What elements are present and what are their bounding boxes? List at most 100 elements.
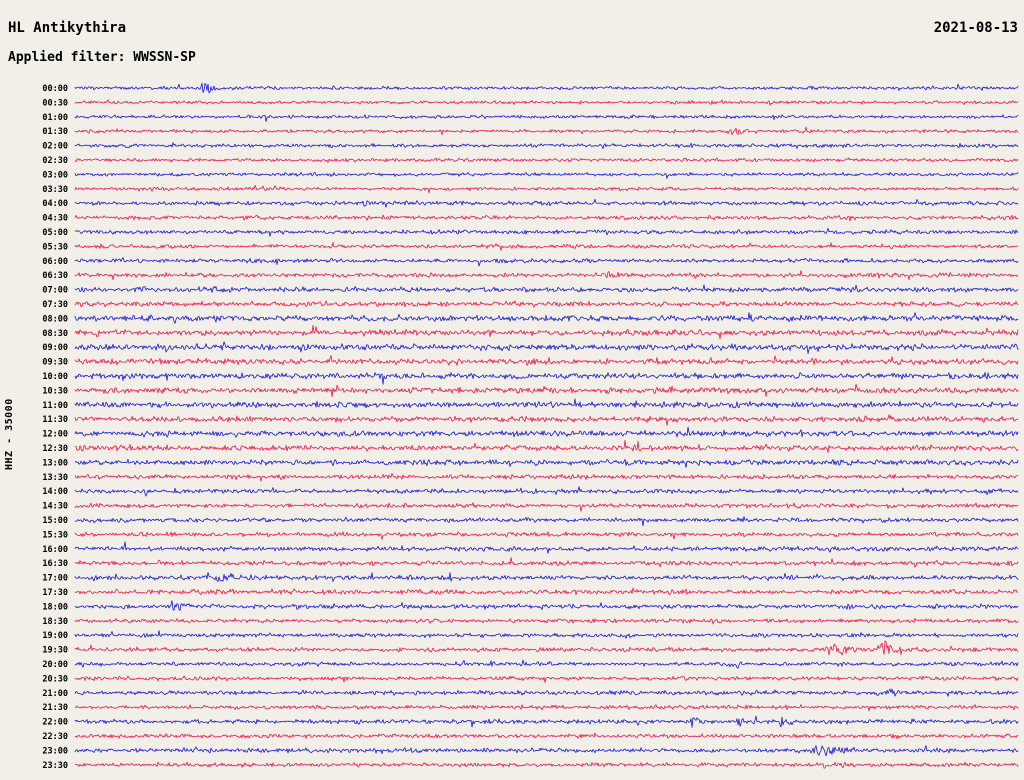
seismogram-trace-row [74,172,1019,179]
time-label: 02:00 [42,142,68,152]
time-label: 23:00 [42,746,68,756]
seismogram-trace-row [74,531,1019,540]
time-label: 17:00 [42,574,68,584]
seismogram-trace-row [74,688,1019,697]
time-label: 22:30 [42,732,68,742]
time-label: 04:30 [42,214,68,224]
seismogram-trace-row [74,715,1019,728]
time-label: 08:30 [42,329,68,339]
time-label: 10:30 [42,386,68,396]
time-label: 19:30 [42,646,68,656]
seismogram-trace-row [74,587,1019,596]
time-label: 21:30 [42,703,68,713]
seismogram-trace-row [74,502,1019,512]
seismogram-trace-row [74,675,1019,683]
seismogram-trace-row [74,114,1019,122]
time-label: 07:30 [42,300,68,310]
seismogram-trace-row [74,341,1019,354]
seismogram-trace-row [74,241,1019,251]
seismogram-trace-row [74,312,1019,324]
seismogram-trace-row [74,82,1019,94]
time-label: 18:00 [42,602,68,612]
seismogram-trace-row [74,383,1019,398]
time-label: 03:30 [42,185,68,195]
time-label: 06:30 [42,271,68,281]
seismogram-trace-row [74,426,1019,438]
time-label: 09:30 [42,358,68,368]
station-title: HL Antikythira [8,20,127,36]
seismogram-trace-row [74,198,1019,208]
time-label: 05:30 [42,242,68,252]
time-label: 17:30 [42,588,68,598]
seismogram-trace-row [74,640,1019,656]
time-label: 23:30 [42,761,68,771]
time-label: 15:30 [42,530,68,540]
seismogram-trace-row [74,214,1019,222]
date-label: 2021-08-13 [933,20,1018,36]
time-label: 13:30 [42,473,68,483]
seismogram-trace-row [74,300,1019,308]
time-label: 18:30 [42,617,68,627]
time-label: 09:00 [42,343,68,353]
seismogram-trace-row [74,541,1019,554]
seismogram-trace-row [74,557,1019,568]
time-label: 11:00 [42,401,68,411]
seismogram-trace-row [74,617,1019,625]
time-label: 22:00 [42,718,68,728]
seismogram-trace-row [74,440,1019,453]
seismogram-trace-row [74,184,1019,194]
seismogram-trace-row [74,355,1019,366]
time-label: 05:00 [42,228,68,238]
seismogram-trace-row [74,458,1019,468]
seismogram-trace-row [74,473,1019,482]
time-label: 07:00 [42,286,68,296]
time-label: 12:00 [42,430,68,440]
seismogram-trace-row [74,704,1019,712]
seismogram-trace-row [74,516,1019,527]
time-label: 11:30 [42,415,68,425]
seismogram-trace-row [74,284,1019,293]
time-label: 13:00 [42,458,68,468]
time-label: 16:30 [42,559,68,569]
seismogram-trace-row [74,398,1019,409]
time-label: 14:30 [42,502,68,512]
time-label: 06:00 [42,257,68,267]
seismogram-trace-row [74,630,1019,639]
seismogram-trace-row [74,99,1019,106]
seismogram-trace-row [74,372,1019,385]
seismogram-trace-row [74,732,1019,740]
seismogram-trace-row [74,659,1019,669]
seismogram-trace-row [74,228,1019,237]
seismogram-trace-row [74,157,1019,163]
time-label: 16:00 [42,545,68,555]
time-label: 12:30 [42,444,68,454]
time-label: 20:30 [42,674,68,684]
seismogram-trace-row [74,142,1019,149]
seismogram-trace-row [74,126,1019,136]
seismogram-trace-row [74,486,1019,497]
time-label: 20:00 [42,660,68,670]
time-label: 04:00 [42,199,68,209]
seismogram-trace-row [74,761,1019,769]
time-label: 15:00 [42,516,68,526]
seismogram-trace-row [74,572,1019,583]
seismogram-trace-row [74,600,1019,611]
time-label: 01:00 [42,113,68,123]
filter-label: Applied filter: WWSSN-SP [8,50,196,65]
time-label: 03:00 [42,170,68,180]
time-label: 21:00 [42,689,68,699]
time-label: 01:30 [42,127,68,137]
seismogram-trace-row [74,324,1019,340]
seismogram-trace-row [74,745,1019,757]
time-label: 14:00 [42,487,68,497]
seismogram-trace-row [74,257,1019,267]
time-label: 10:00 [42,372,68,382]
time-label: 00:30 [42,98,68,108]
seismogram-trace-row [74,414,1019,426]
time-label: 00:00 [42,84,68,94]
time-label: 19:00 [42,631,68,641]
time-label: 02:30 [42,156,68,166]
time-label: 08:00 [42,314,68,324]
